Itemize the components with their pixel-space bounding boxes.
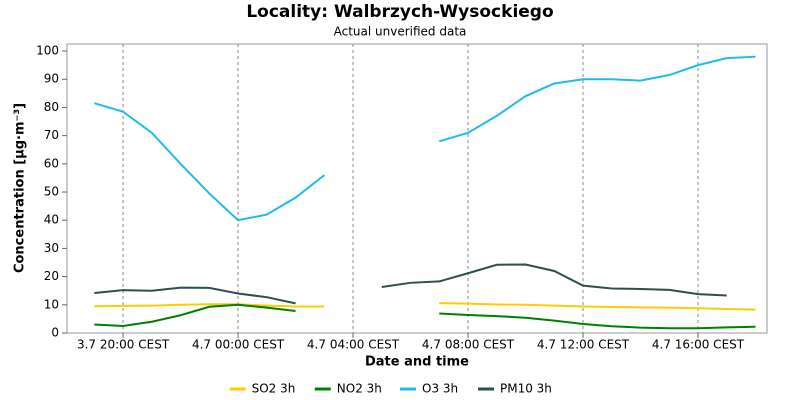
x-tick-label: 4.7 12:00 CEST (537, 338, 630, 352)
legend-label: SO2 3h (252, 382, 296, 396)
series-line (94, 302, 756, 311)
x-tick-label: 4.7 04:00 CEST (307, 338, 400, 352)
legend-label: PM10 3h (500, 382, 552, 396)
y-tick-label: 30 (44, 241, 59, 255)
y-axis-label: Concentration [µg·m⁻³] (13, 103, 28, 273)
chart-title: Locality: Walbrzych-Wysockiego (246, 2, 553, 22)
series-line (94, 55, 756, 222)
y-tick-label: 90 (44, 72, 59, 86)
y-tick-label: 100 (36, 44, 59, 58)
series-line (94, 263, 727, 305)
y-tick-label: 80 (44, 100, 59, 114)
y-tick-label: 20 (44, 269, 59, 283)
series-line (94, 303, 756, 330)
y-tick-label: 0 (51, 326, 59, 340)
legend-label: NO2 3h (337, 382, 382, 396)
legend-label: O3 3h (422, 382, 458, 396)
x-axis-label: Date and time (365, 355, 469, 370)
y-tick-label: 50 (44, 185, 59, 199)
x-tick-label: 4.7 08:00 CEST (422, 338, 515, 352)
y-tick-label: 70 (44, 128, 59, 142)
x-tick-label: 4.7 16:00 CEST (652, 338, 745, 352)
plot-frame (66, 43, 768, 334)
y-tick-label: 10 (44, 297, 59, 311)
chart-subtitle: Actual unverified data (334, 25, 467, 39)
y-tick-label: 40 (44, 213, 59, 227)
y-tick-label: 60 (44, 156, 59, 170)
x-tick-label: 4.7 00:00 CEST (192, 338, 285, 352)
x-tick-label: 3.7 20:00 CEST (77, 338, 170, 352)
